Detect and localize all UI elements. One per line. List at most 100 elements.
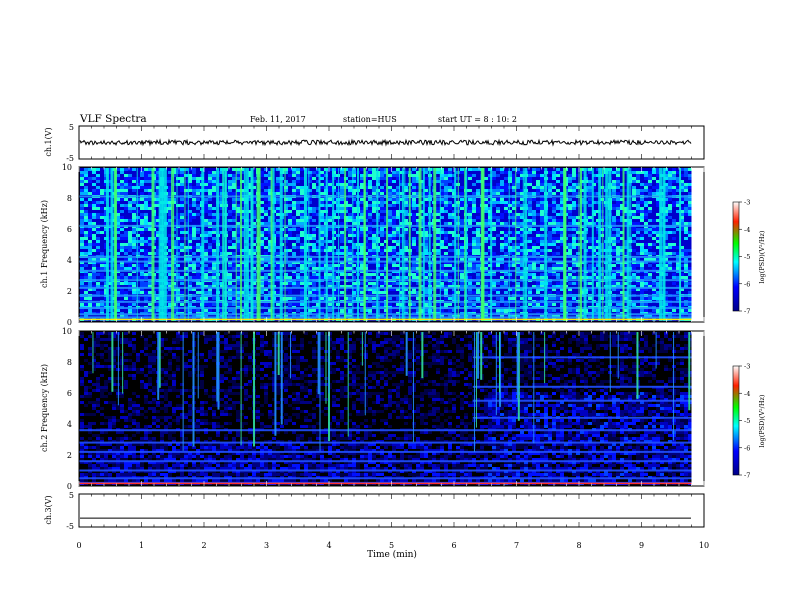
spectrogram-cell <box>336 183 340 186</box>
spectrogram-cell <box>444 240 448 243</box>
spectrogram-cell <box>92 258 96 261</box>
spectrogram-cell <box>316 228 320 231</box>
spectrogram-cell <box>228 180 232 183</box>
spectrogram-cell <box>220 219 224 222</box>
spectrogram-cell <box>128 297 132 300</box>
spectrogram-cell <box>352 297 356 300</box>
spectrogram-cell <box>412 258 416 261</box>
spectrogram-cell <box>252 180 256 183</box>
spectrogram-cell <box>436 207 440 210</box>
spectrogram-cell <box>360 174 364 177</box>
spectrogram-cell <box>300 171 304 174</box>
spectrogram-cell <box>452 288 456 291</box>
spectrogram-cell <box>92 228 96 231</box>
spectrogram-cell <box>80 267 84 270</box>
spectrogram-cell <box>368 303 372 306</box>
spectrogram-cell <box>212 168 216 171</box>
spectrogram-cell <box>156 207 160 210</box>
spectrogram-cell <box>328 285 332 288</box>
spectrogram-cell <box>248 177 252 180</box>
spectrogram-cell <box>140 192 144 195</box>
spectrogram-cell <box>108 234 112 237</box>
spectrogram-cell <box>404 174 408 177</box>
spectrogram-cell <box>288 219 292 222</box>
spectrogram-cell <box>452 297 456 300</box>
spectrogram-cell <box>424 204 428 207</box>
spectrogram-cell <box>132 267 136 270</box>
spectrogram-cell <box>412 210 416 213</box>
spectrogram-cell <box>220 210 224 213</box>
spectrogram-cell <box>248 237 252 240</box>
spectrogram-cell <box>292 171 296 174</box>
spectrogram-cell <box>384 177 388 180</box>
spectrogram-cell <box>232 288 236 291</box>
spectrogram-cell <box>268 237 272 240</box>
spectrogram-cell <box>252 252 256 255</box>
spectrogram-cell <box>204 183 208 186</box>
spectrogram-cell <box>340 246 344 249</box>
spectrogram-cell <box>136 183 140 186</box>
spectrogram-cell <box>144 246 148 249</box>
spectrogram-cell <box>128 303 132 306</box>
spectrogram-cell <box>232 168 236 171</box>
spectrogram-cell <box>80 174 84 177</box>
spectrogram-cell <box>80 192 84 195</box>
spectrogram-cell <box>296 285 300 288</box>
spectrogram-cell <box>212 264 216 267</box>
spectrogram-cell <box>132 237 136 240</box>
spectrogram-cell <box>416 168 420 171</box>
spectrogram-cell <box>120 210 124 213</box>
spectrogram-cell <box>368 228 372 231</box>
spectrogram-cell <box>392 228 396 231</box>
spectrogram-cell <box>180 216 184 219</box>
spectrogram-cell <box>424 186 428 189</box>
spectrogram-cell <box>368 177 372 180</box>
spectrogram-cell <box>460 264 464 267</box>
spectrogram-cell <box>312 183 316 186</box>
spectrogram-cell <box>420 168 424 171</box>
spectrogram-cell <box>176 309 180 312</box>
spectrogram-cell <box>316 198 320 201</box>
spectrogram-cell <box>288 303 292 306</box>
spectrogram-cell <box>180 192 184 195</box>
spectrogram-cell <box>368 189 372 192</box>
spectrogram-cell <box>336 192 340 195</box>
spectrogram-cell <box>288 240 292 243</box>
spectrogram-cell <box>128 258 132 261</box>
spectrogram-cell <box>300 207 304 210</box>
ch1-ytick-bottom: -5 <box>66 154 74 163</box>
spectrogram-cell <box>284 243 288 246</box>
spectrogram-cell <box>420 243 424 246</box>
spectrogram-cell <box>168 207 172 210</box>
spectrogram-cell <box>404 213 408 216</box>
spectrogram-cell <box>88 309 92 312</box>
spectrogram-cell <box>348 285 352 288</box>
spectrogram-cell <box>92 234 96 237</box>
spectrogram-cell <box>336 276 340 279</box>
spectrogram-cell <box>264 237 268 240</box>
spectrogram-cell <box>180 246 184 249</box>
spectrogram-cell <box>260 171 264 174</box>
spectrogram-cell <box>176 213 180 216</box>
spectrogram-cell <box>132 222 136 225</box>
spectrogram-cell <box>316 183 320 186</box>
spectrogram-cell <box>268 267 272 270</box>
spectrogram-cell <box>92 252 96 255</box>
spectrogram-cell <box>328 189 332 192</box>
spectrogram-cell <box>208 228 212 231</box>
spectrogram-cell <box>388 171 392 174</box>
spectrogram-cell <box>352 285 356 288</box>
spectrogram-cell <box>148 303 152 306</box>
spectrogram-cell <box>168 234 172 237</box>
spectrogram-cell <box>392 309 396 312</box>
spectrogram-cell <box>440 297 444 300</box>
spectrogram-cell <box>192 228 196 231</box>
spectrogram-cell <box>228 288 232 291</box>
spectrogram-cell <box>336 297 340 300</box>
spectrogram-cell <box>140 288 144 291</box>
spectrogram-cell <box>108 186 112 189</box>
spectrogram-cell <box>368 201 372 204</box>
spectrogram-cell <box>424 252 428 255</box>
spectrogram-cell <box>328 219 332 222</box>
